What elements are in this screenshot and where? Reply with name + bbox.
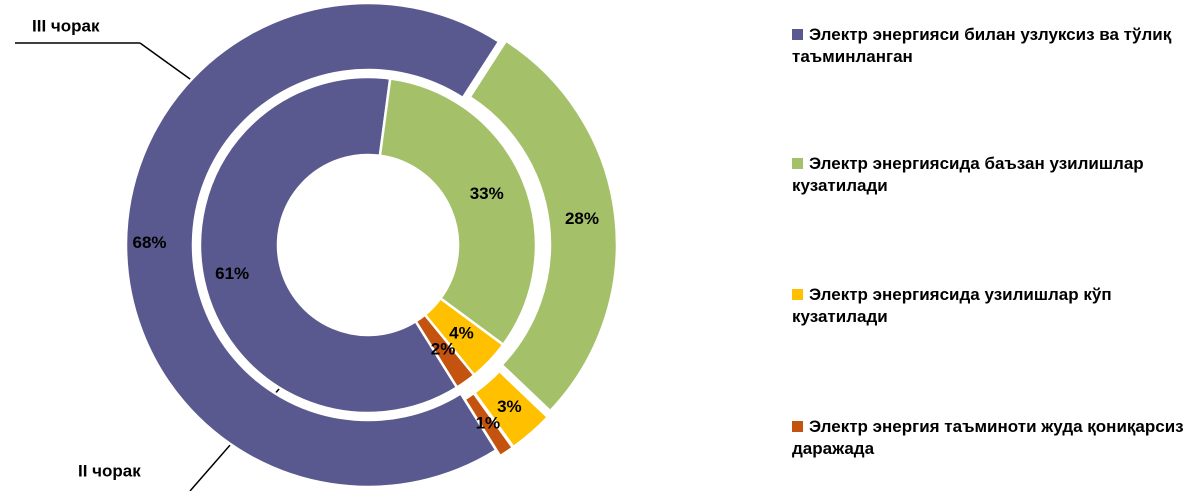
legend-label: Электр энергия таъминоти жуда қониқарсиз…	[792, 417, 1184, 458]
data-label: 68%	[132, 233, 166, 252]
series-label: III чорак	[32, 16, 100, 35]
data-label: 1%	[476, 414, 501, 433]
data-label: 33%	[470, 184, 504, 203]
data-label: 4%	[449, 323, 474, 342]
legend-item: Электр энергиясида узилишлар кўп кузатил…	[792, 284, 1203, 328]
legend-label: Электр энергиясида баъзан узилишлар куза…	[792, 154, 1144, 195]
data-label: 28%	[565, 209, 599, 228]
legend-swatch	[792, 421, 803, 432]
legend-swatch	[792, 29, 803, 40]
slice	[462, 391, 515, 458]
legend-label: Электр энергиясида узилишлар кўп кузатил…	[792, 285, 1112, 326]
slice	[378, 77, 538, 347]
legend-item: Электр энергия таъминоти жуда қониқарсиз…	[792, 416, 1203, 460]
legend-label: Электр энергияси билан узлуксиз ва тўлиқ…	[792, 25, 1172, 66]
series-label: II чорак	[78, 461, 141, 480]
legend-item: Электр энергиясида баъзан узилишлар куза…	[792, 153, 1203, 197]
data-label: 61%	[215, 264, 249, 283]
slice	[198, 75, 459, 415]
slice	[468, 39, 619, 413]
legend-item: Электр энергияси билан узлуксиз ва тўлиқ…	[792, 24, 1203, 68]
data-label: 2%	[431, 339, 456, 358]
legend-swatch	[792, 289, 803, 300]
data-label: 3%	[497, 397, 522, 416]
slice	[413, 312, 476, 390]
legend-swatch	[792, 158, 803, 169]
slice	[124, 1, 501, 489]
